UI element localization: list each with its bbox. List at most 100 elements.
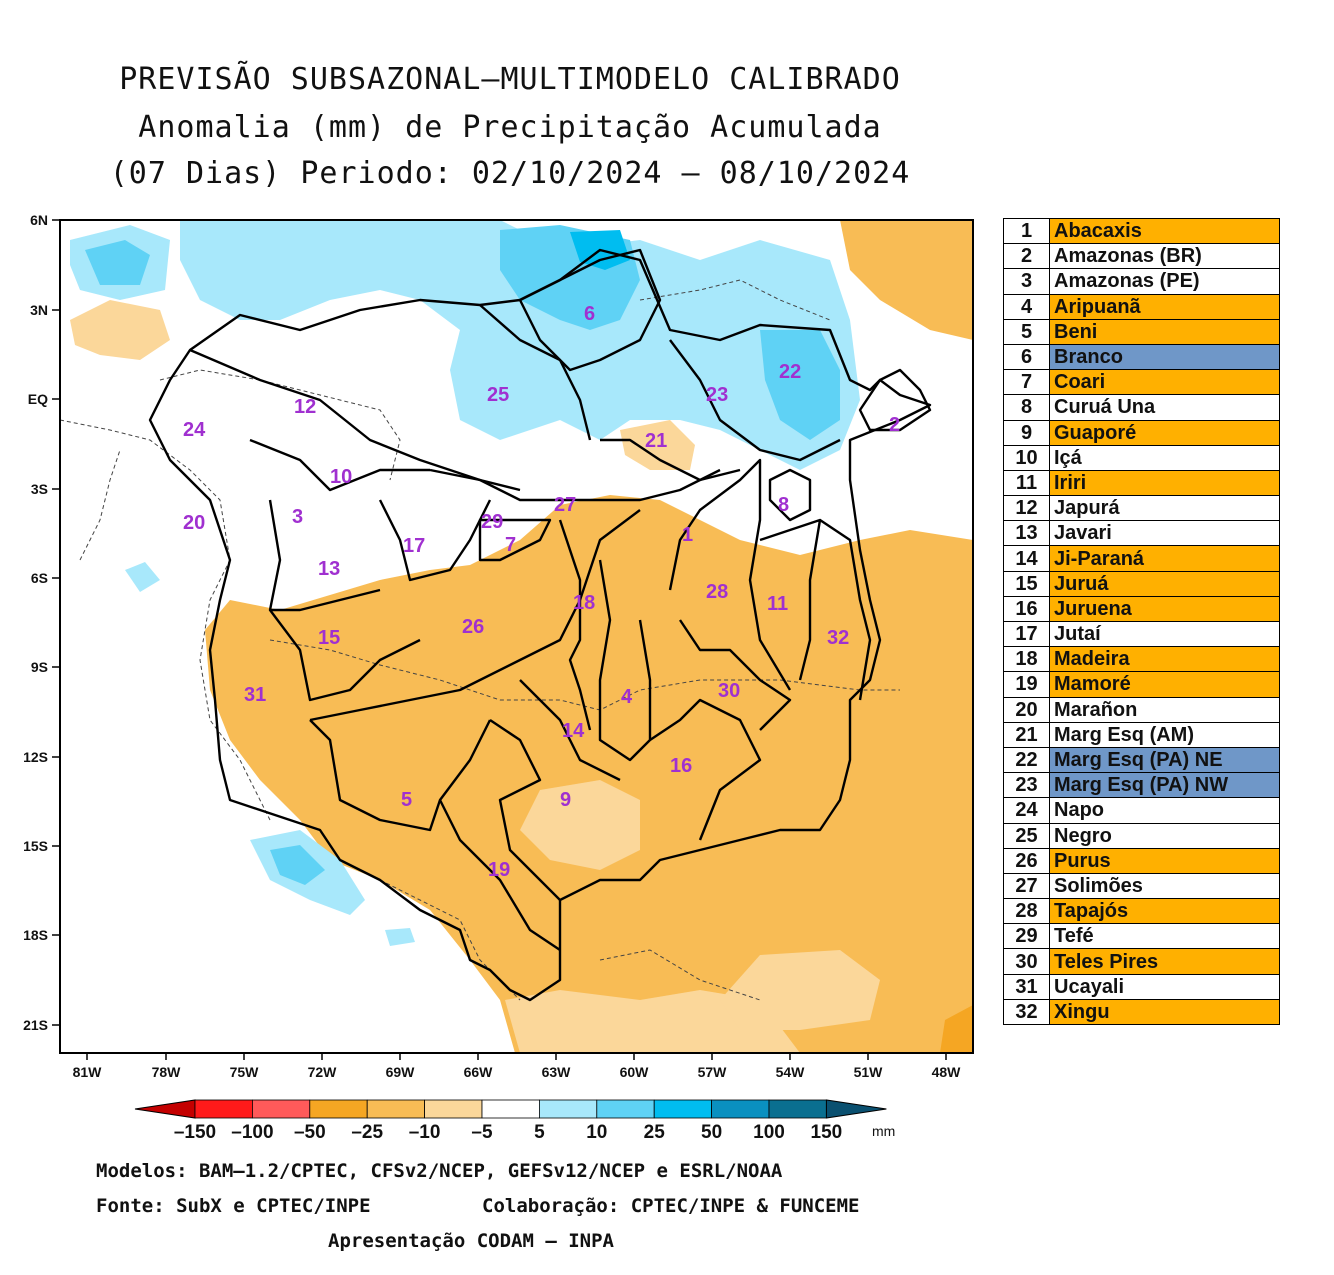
basin-legend-number: 18	[1003, 646, 1050, 673]
footer-source: Fonte: SubX e CPTEC/INPE	[96, 1195, 371, 1217]
basin-label-18: 18	[573, 592, 595, 614]
basin-outline-marg-esq-am	[600, 438, 741, 482]
basin-legend-row: 17 Jutaí	[1003, 620, 1280, 648]
negative-anomaly-northwest	[70, 300, 170, 360]
basin-legend-name: Tefé	[1049, 923, 1280, 950]
footer-presentation: Apresentação CODAM – INPA	[328, 1230, 614, 1252]
basin-legend-name: Içá	[1049, 444, 1280, 471]
positive-anomaly-southwest-core	[270, 845, 325, 885]
basin-label-26: 26	[462, 616, 484, 638]
border-line-5	[639, 279, 831, 321]
basin-outline-madeira	[558, 519, 592, 731]
lat-tick-label: 3S	[31, 481, 48, 497]
basin-legend-number: 30	[1003, 948, 1050, 975]
basin-legend-number: 8	[1003, 394, 1050, 421]
basin-outline-teles-pires	[679, 619, 792, 731]
lat-tick-label: 18S	[23, 927, 48, 943]
colorbar-swatch	[538, 1099, 598, 1119]
basin-outline-xingu	[819, 519, 872, 701]
basin-legend-name: Solimões	[1049, 872, 1280, 900]
basin-legend-row: 32 Xingu	[1003, 998, 1280, 1026]
basin-legend-row: 12 Japurá	[1003, 495, 1280, 522]
basin-outline-aripuana	[598, 559, 652, 762]
negative-anomaly-light-area-3	[520, 780, 640, 870]
colorbar-tick-label: 5	[534, 1122, 545, 1143]
basin-outline-solimoes	[429, 468, 721, 502]
basin-legend-number: 22	[1003, 746, 1050, 774]
basin-legend-row: 30 Teles Pires	[1003, 948, 1280, 975]
map-frame-border	[59, 219, 974, 1054]
basin-outline-marg-esq-pa	[669, 339, 841, 462]
basin-label-8: 8	[778, 494, 789, 516]
colorbar-swatch	[424, 1099, 483, 1119]
positive-anomaly-south-spot	[385, 928, 415, 946]
basin-legend-number: 15	[1003, 570, 1050, 597]
basin-legend-row: 14 Ji-Paraná	[1003, 545, 1280, 572]
basin-label-4: 4	[621, 686, 633, 708]
basin-outline-tapajos	[668, 458, 792, 691]
basin-legend-name: Branco	[1049, 343, 1280, 371]
basin-legend-number: 17	[1003, 620, 1050, 648]
basin-label-15: 15	[318, 627, 340, 649]
basin-outline-jiparana	[519, 679, 621, 782]
colorbar-swatch	[252, 1099, 311, 1119]
basin-legend-row: 27 Solimões	[1003, 872, 1280, 900]
basin-legend-number: 24	[1003, 797, 1050, 824]
colorbar-swatch	[653, 1099, 713, 1119]
basin-legend-row: 7 Coari	[1003, 369, 1280, 396]
basin-legend-name: Amazonas (PE)	[1049, 268, 1280, 295]
basin-outline-iriri	[759, 518, 822, 681]
basin-legend-number: 23	[1003, 772, 1050, 799]
basin-legend-name: Amazonas (BR)	[1049, 243, 1280, 270]
basin-label-17: 17	[403, 535, 425, 557]
colorbar-tick-label: 10	[586, 1122, 607, 1143]
basin-outline-jutai	[378, 499, 492, 582]
basin-legend-name: Marg Esq (AM)	[1049, 721, 1280, 748]
basin-legend-name: Juruena	[1049, 595, 1280, 623]
basin-legend-name: Napo	[1049, 797, 1280, 824]
colorbar-labels: –150 –100 –50 –25 –10 –5 5 10 25 50 100 150	[174, 1122, 842, 1143]
positive-anomaly-west-spot	[125, 562, 160, 592]
lat-tick-label: 12S	[23, 749, 48, 765]
basin-label-27: 27	[554, 494, 576, 516]
lon-tick-label: 54W	[776, 1064, 806, 1080]
basin-legend-body: 1 Abacaxis 2 Amazonas (BR) 3 Amazonas (PE) 4 Ar…	[1003, 217, 1280, 1026]
basin-legend-row: 25 Negro	[1003, 822, 1280, 849]
basin-legend-row: 4 Aripuanã	[1003, 293, 1280, 320]
lat-tick-label: 6S	[31, 570, 48, 586]
basin-outline-guapore	[489, 719, 561, 901]
basin-legend-number: 5	[1003, 318, 1050, 345]
basin-label-16: 16	[670, 755, 692, 777]
basin-legend-number: 10	[1003, 444, 1050, 471]
colorbar-tick-label: –150	[174, 1122, 216, 1143]
colorbar-tick-label: 100	[753, 1122, 785, 1143]
basin-label-11: 11	[767, 593, 788, 615]
basin-label-5: 5	[401, 789, 412, 811]
basin-outline-jurua	[269, 609, 421, 702]
colorbar-swatch	[711, 1099, 770, 1119]
basin-legend-row: 8 Curuá Una	[1003, 394, 1280, 421]
basin-label-13: 13	[318, 558, 340, 580]
basin-legend-number: 28	[1003, 898, 1050, 925]
basin-legend-number: 9	[1003, 419, 1050, 446]
colorbar-tick-label: –5	[471, 1122, 493, 1143]
basin-legend-row: 2 Amazonas (BR)	[1003, 243, 1280, 270]
basin-legend-number: 12	[1003, 495, 1050, 522]
basin-legend-name: Iriri	[1049, 469, 1280, 497]
basin-legend-row: 31 Ucayali	[1003, 973, 1280, 1000]
lon-tick-label: 66W	[464, 1064, 494, 1080]
lon-tick-label: 72W	[308, 1064, 338, 1080]
basin-legend-row: 15 Juruá	[1003, 570, 1280, 597]
colorbar-tick-label: 150	[811, 1122, 843, 1143]
precipitation-anomaly-map: 1 2 3 4 5 6 7 8 9 10 11 12 13 14 15 16 1…	[23, 212, 974, 1080]
basin-label-20: 20	[183, 512, 205, 534]
basin-legend-number: 4	[1003, 293, 1050, 320]
lat-tick-label: 6N	[30, 212, 48, 228]
basin-legend-name: Beni	[1049, 318, 1280, 345]
colorbar-tick-label: –50	[294, 1122, 326, 1143]
lon-tick-label: 51W	[854, 1064, 884, 1080]
map-title-line1: PREVISÃO SUBSAZONAL–MULTIMODELO CALIBRAD…	[119, 62, 901, 97]
map-title-line3: (07 Dias) Periodo: 02/10/2024 – 08/10/20…	[109, 156, 911, 191]
basin-legend-row: 24 Napo	[1003, 797, 1280, 824]
basin-legend-name: Ji-Paraná	[1049, 545, 1280, 572]
